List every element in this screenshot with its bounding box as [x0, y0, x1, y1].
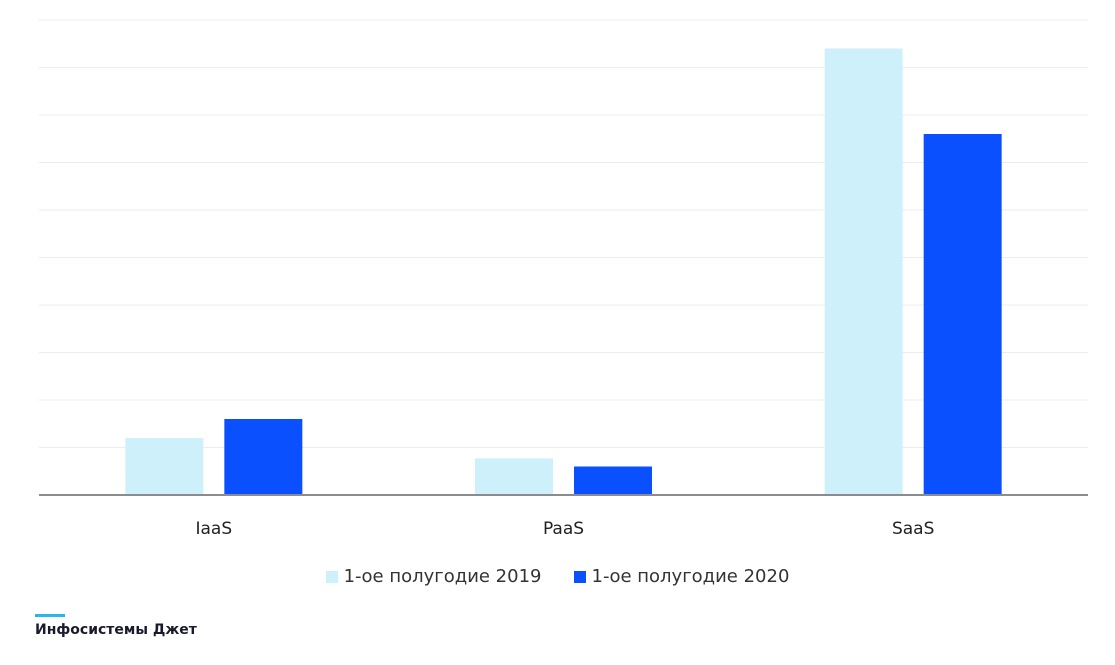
bars	[125, 48, 1002, 495]
legend-item-2020: 1-ое полугодие 2020	[573, 566, 790, 587]
brand-accent-bar	[35, 614, 65, 617]
legend-label-2019: 1-ое полугодие 2019	[343, 566, 542, 587]
brand-name: Инфосистемы Джет	[35, 622, 197, 638]
x-tick-label-paas: PaaS	[543, 519, 584, 539]
legend-label-2020: 1-ое полугодие 2020	[591, 566, 790, 587]
x-tick-label-saas: SaaS	[892, 519, 934, 539]
grid-lines	[39, 19, 1088, 448]
bar-paas-series-0	[475, 458, 553, 495]
bar-saas-series-1	[923, 134, 1002, 495]
legend-swatch-2020	[573, 570, 586, 583]
x-tick-labels: IaaS PaaS SaaS	[196, 519, 935, 539]
bar-iaas-series-1	[224, 419, 303, 495]
bar-saas-series-0	[824, 48, 903, 495]
legend-item-2019: 1-ое полугодие 2019	[325, 566, 542, 587]
x-tick-label-iaas: IaaS	[196, 519, 233, 539]
bar-paas-series-1	[574, 466, 652, 495]
bar-iaas-series-0	[125, 438, 204, 495]
brand-logo: Инфосистемы Джет	[35, 614, 197, 638]
legend-swatch-2019	[325, 570, 338, 583]
legend: 1-ое полугодие 2019 1-ое полугодие 2020	[0, 566, 1115, 587]
